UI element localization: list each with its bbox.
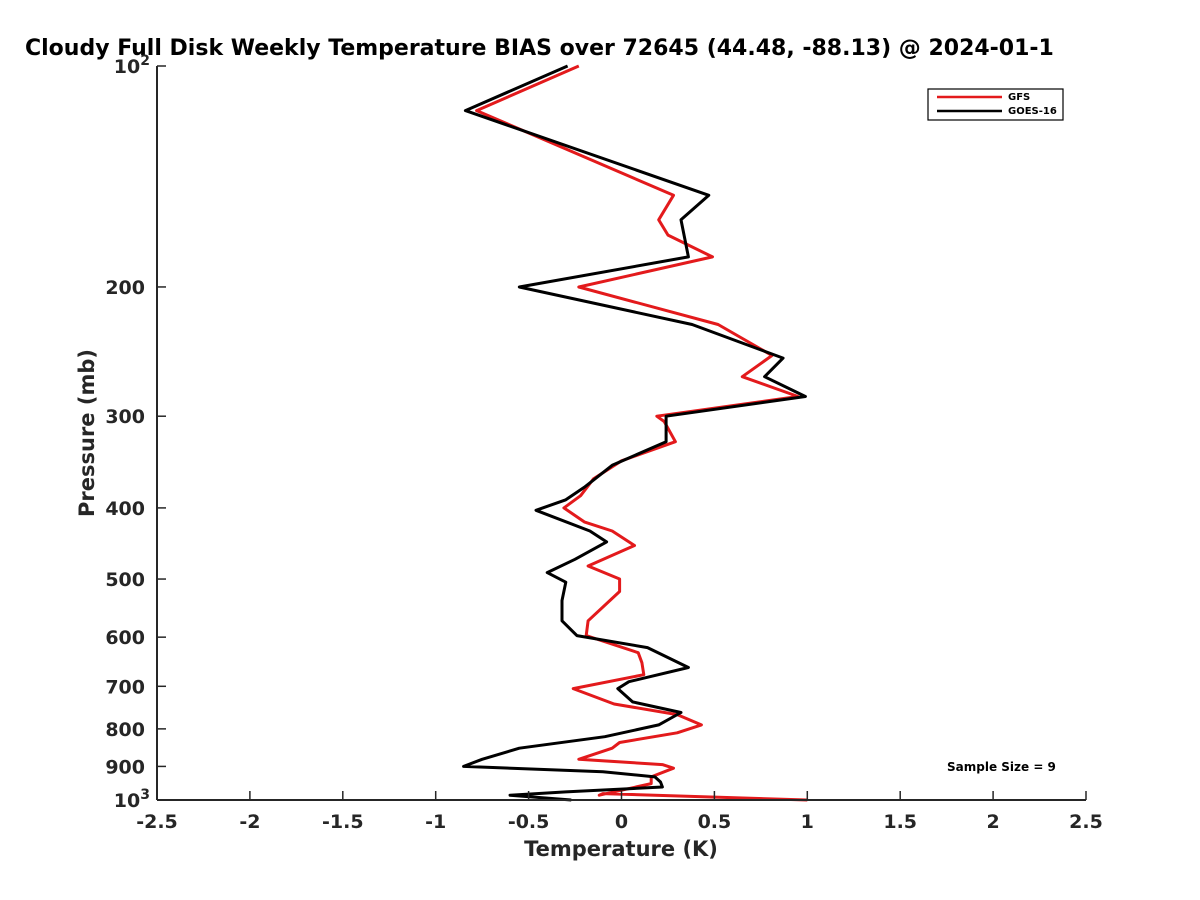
y-tick-label: 500: [105, 569, 145, 591]
sample-size-annotation: Sample Size = 9: [947, 760, 1056, 774]
x-tick-label: 1.5: [883, 811, 917, 833]
chart-title: Cloudy Full Disk Weekly Temperature BIAS…: [25, 36, 1054, 61]
y-tick-label: 600: [105, 627, 145, 649]
y-ticks: 102 200 300 400 500 600 700 800 900 103: [105, 53, 166, 812]
y-tick-label: 102: [114, 53, 150, 78]
y-tick-label: 800: [105, 719, 145, 741]
y-tick-label: 900: [105, 756, 145, 778]
x-ticks: -2.5 -2 -1.5 -1 -0.5 0 0.5 1 1.5 2 2.5: [136, 791, 1103, 833]
x-axis-label: Temperature (K): [524, 837, 718, 861]
x-tick-label: 2.5: [1069, 811, 1103, 833]
x-tick-label: 0.5: [698, 811, 732, 833]
series-line-goes16: [462, 64, 807, 802]
y-tick-label: 200: [105, 277, 145, 299]
x-tick-label: -1.5: [322, 811, 364, 833]
legend-box: [927, 88, 1064, 121]
x-tick-label: -1: [425, 811, 446, 833]
y-tick-label: 103: [114, 787, 150, 812]
y-tick-label: 300: [105, 406, 145, 428]
y-tick-label: 400: [105, 498, 145, 520]
x-tick-label: -2: [239, 811, 260, 833]
x-tick-label: 0: [615, 811, 628, 833]
legend: GFS GOES-16: [927, 88, 1064, 121]
legend-label-gfs: GFS: [1008, 92, 1030, 103]
x-tick-label: 2: [986, 811, 999, 833]
x-tick-label: 1: [801, 811, 814, 833]
series-layer: [462, 64, 808, 802]
legend-label-goes16: GOES-16: [1008, 106, 1057, 117]
y-axis-label: Pressure (mb): [75, 349, 99, 517]
x-tick-label: -0.5: [508, 811, 550, 833]
x-tick-label: -2.5: [136, 811, 178, 833]
series-line-gfs: [475, 64, 808, 802]
y-tick-label: 700: [105, 676, 145, 698]
